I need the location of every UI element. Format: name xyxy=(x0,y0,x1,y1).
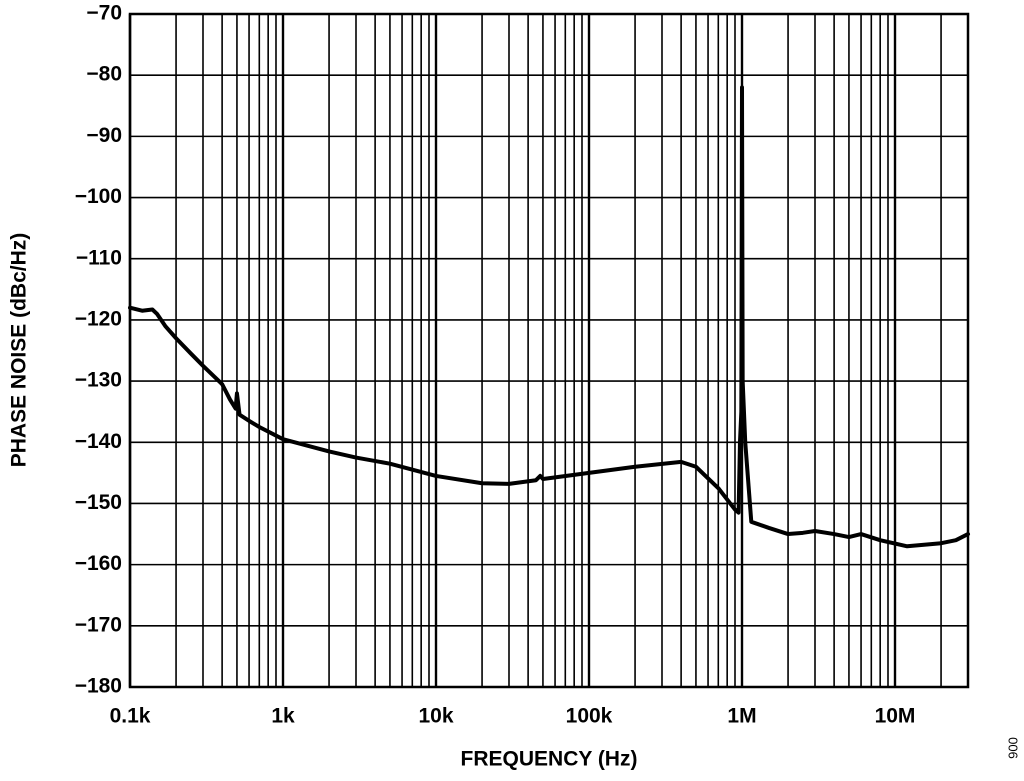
figure-id: 006 xyxy=(1006,737,1021,759)
data-line xyxy=(128,85,970,549)
y-tick-label: −180 xyxy=(75,675,122,698)
x-tick-label: 10k xyxy=(418,705,453,728)
x-tick-label: 0.1k xyxy=(110,705,151,728)
y-tick-label: −90 xyxy=(86,124,122,147)
x-tick-label: 100k xyxy=(566,705,613,728)
y-tick-label: −150 xyxy=(75,491,122,514)
y-axis-title: PHASE NOISE (dBc/Hz) xyxy=(8,233,31,468)
plot-frame xyxy=(128,12,970,689)
y-tick-label: −80 xyxy=(86,63,122,86)
x-tick-label: 10M xyxy=(875,705,916,728)
x-tick-label: 1M xyxy=(727,705,756,728)
y-tick-label: −140 xyxy=(75,430,122,453)
y-tick-label: −120 xyxy=(75,307,122,330)
y-tick-label: −70 xyxy=(86,2,122,25)
x-tick-label: 1k xyxy=(271,705,295,728)
y-tick-label: −110 xyxy=(76,246,122,269)
y-tick-label: −130 xyxy=(75,369,122,392)
y-tick-label: −170 xyxy=(75,613,122,636)
x-axis-title: FREQUENCY (Hz) xyxy=(461,748,638,771)
y-tick-label: −100 xyxy=(75,185,122,208)
y-tick-label: −160 xyxy=(75,552,122,575)
